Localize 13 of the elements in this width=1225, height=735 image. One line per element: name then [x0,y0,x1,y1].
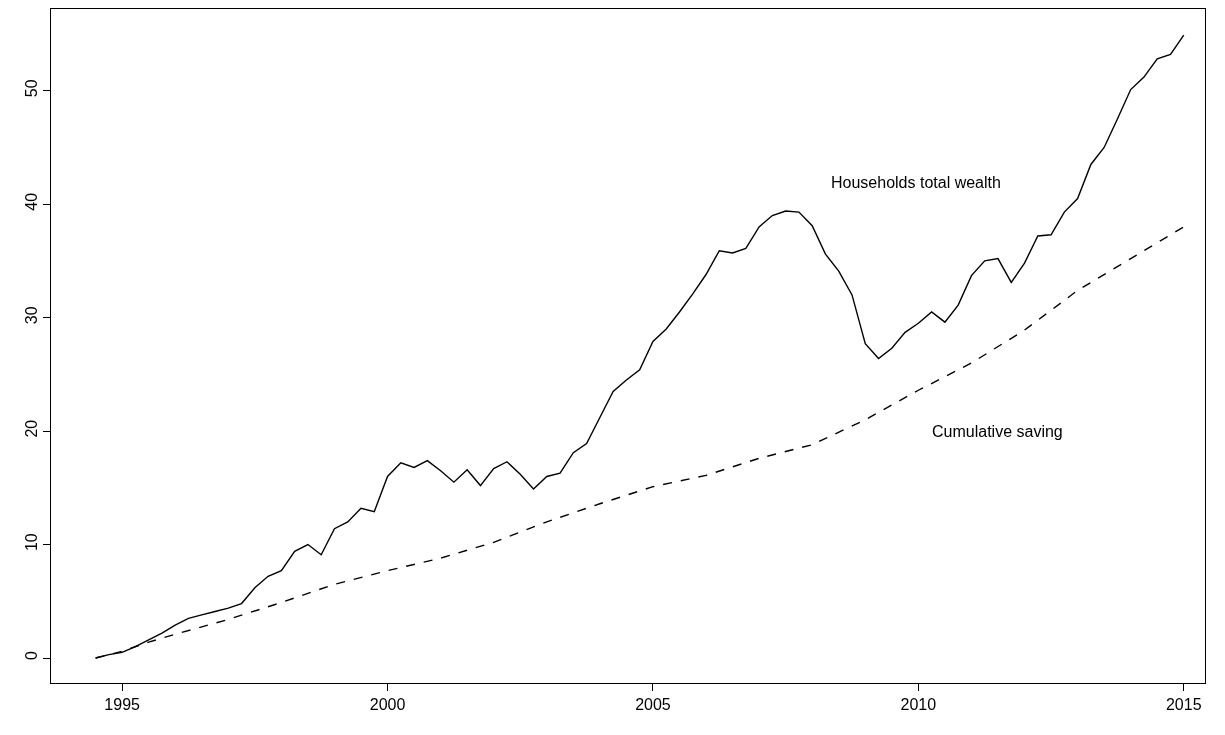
text: Households total wealth [831,174,1001,191]
y-tick-label: 0 [22,651,40,661]
x-tick-label: 2015 [1165,696,1202,714]
y-tick-label: 50 [22,79,40,98]
x-tick-label: 2005 [635,696,671,714]
y-tick-label: 10 [22,533,40,552]
x-tick-label: 2010 [900,696,937,714]
y-tick-label: 30 [22,306,40,325]
text: Cumulative saving [932,423,1063,440]
y-tick-label: 40 [22,192,40,211]
x-tick-label: 1995 [104,696,141,714]
x-tick-label: 2000 [369,696,406,714]
y-tick-label: 20 [22,419,40,438]
